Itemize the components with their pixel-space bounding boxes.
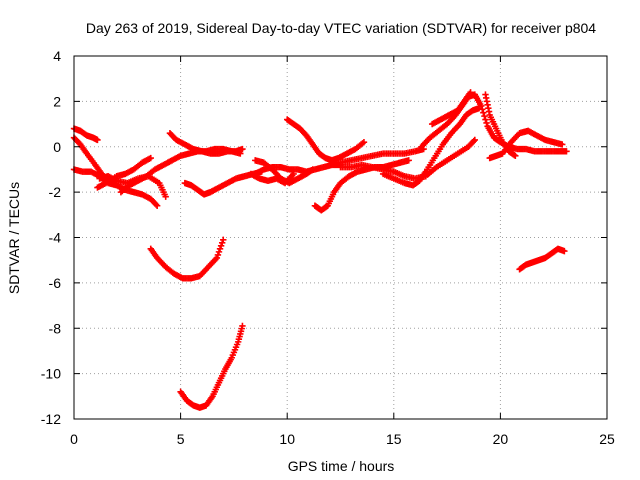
- data-point: [561, 247, 568, 255]
- y-tick-label: 4: [53, 48, 61, 64]
- y-tick-label: -10: [41, 366, 61, 382]
- y-axis-label: SDTVAR / TECUs: [6, 182, 22, 294]
- data-point: [220, 236, 227, 243]
- data-point: [563, 148, 570, 155]
- series-arc-17: [337, 136, 479, 182]
- series-arc-22: [486, 127, 566, 162]
- y-tick-label: -2: [49, 184, 62, 200]
- x-tick-label: 20: [493, 431, 509, 447]
- y-tick-label: -6: [49, 275, 62, 291]
- series-arc-16: [326, 145, 427, 169]
- axis-ticks: 0 5 10 15 20 25 -12 -10 -8 -6 -4 -2 0 2 4: [41, 48, 615, 447]
- data-point: [405, 157, 412, 164]
- data-point: [479, 106, 486, 113]
- data-point: [147, 154, 154, 162]
- series-arc-23: [516, 245, 568, 273]
- series-arc-21: [482, 91, 519, 160]
- data-point: [482, 116, 489, 123]
- data-point: [214, 251, 222, 259]
- series-arc-6: [117, 145, 244, 196]
- y-tick-label: -4: [49, 230, 62, 246]
- series-arc-20: [428, 89, 474, 128]
- series-arc-7: [166, 129, 246, 157]
- y-tick-label: -12: [41, 411, 61, 427]
- data-point: [239, 145, 246, 153]
- data-point: [215, 248, 223, 256]
- data-point: [481, 112, 488, 120]
- data-point: [478, 102, 485, 110]
- x-tick-label: 0: [70, 431, 78, 447]
- x-tick-label: 25: [599, 431, 615, 447]
- series-arc-13: [247, 170, 297, 187]
- data-point: [512, 152, 519, 160]
- series-arc-18: [379, 104, 483, 189]
- data-point: [153, 202, 161, 209]
- series-arc-1: [70, 125, 101, 144]
- data-point: [218, 239, 226, 246]
- series-arc-3: [70, 166, 161, 209]
- x-tick-label: 10: [279, 431, 295, 447]
- data-point: [152, 201, 160, 208]
- data-point: [309, 166, 316, 173]
- y-tick-label: -8: [49, 320, 62, 336]
- y-tick-label: 2: [53, 93, 61, 109]
- data-point: [480, 109, 487, 116]
- data-point: [470, 137, 477, 145]
- data-point: [217, 242, 225, 250]
- data-points: [70, 89, 570, 411]
- series-arc-10: [177, 322, 246, 411]
- chart-title: Day 263 of 2019, Sidereal Day-to-day VTE…: [86, 20, 596, 36]
- x-tick-label: 5: [177, 431, 185, 447]
- data-point: [162, 193, 169, 200]
- data-point: [559, 141, 566, 148]
- data-point: [216, 245, 224, 253]
- x-tick-label: 15: [386, 431, 402, 447]
- data-point: [213, 254, 221, 262]
- data-point: [290, 170, 297, 178]
- data-point: [471, 136, 479, 144]
- data-point: [467, 89, 474, 96]
- data-point: [94, 136, 101, 144]
- plot-frame: [73, 55, 608, 420]
- data-point: [239, 322, 246, 330]
- data-point: [483, 119, 490, 127]
- series-arc-9: [147, 236, 227, 282]
- x-axis-label: GPS time / hours: [288, 458, 395, 474]
- y-tick-label: 0: [53, 139, 61, 155]
- grid: [74, 56, 607, 419]
- data-point: [360, 139, 368, 146]
- series-arc-14: [284, 116, 368, 164]
